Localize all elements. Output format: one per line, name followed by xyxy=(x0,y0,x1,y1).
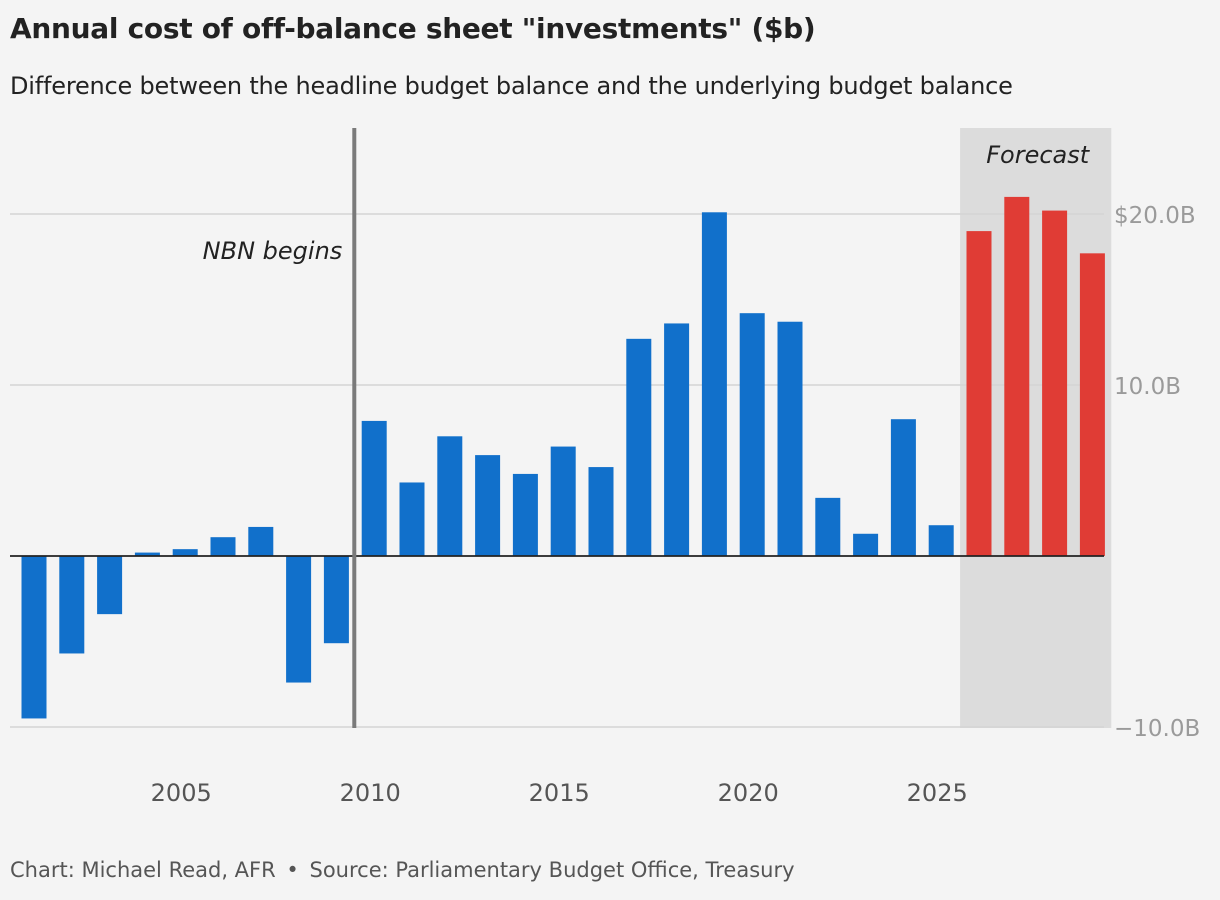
chart-credit: Chart: Michael Read, AFR xyxy=(10,858,276,882)
bar-2027 xyxy=(1004,196,1030,556)
bar-2023 xyxy=(853,533,879,556)
bars xyxy=(21,196,1105,719)
bar-2029 xyxy=(1079,253,1105,556)
bar-2004 xyxy=(134,552,160,556)
bar-2003 xyxy=(97,556,123,615)
bar-2009 xyxy=(323,556,349,644)
x-tick-label-2020: 2020 xyxy=(718,779,779,807)
bar-2002 xyxy=(59,556,85,654)
bar-2006 xyxy=(210,537,236,556)
bar-2016 xyxy=(588,467,614,556)
chart-subtitle: Difference between the headline budget b… xyxy=(10,72,1013,100)
gridlines xyxy=(10,213,1104,728)
y-tick-label-1: 10.0B xyxy=(1114,374,1181,400)
chart-footer: Chart: Michael Read, AFR • Source: Parli… xyxy=(10,858,795,882)
annotations: NBN begins Forecast xyxy=(203,128,1091,728)
x-tick-label-2010: 2010 xyxy=(340,779,401,807)
bar-2010 xyxy=(361,420,387,556)
bar-2028 xyxy=(1042,210,1068,556)
bar-2020 xyxy=(739,313,765,556)
footer-separator: • xyxy=(286,858,299,882)
x-tick-label-2015: 2015 xyxy=(529,779,590,807)
bar-2025 xyxy=(928,525,954,556)
chart-title: Annual cost of off-balance sheet "invest… xyxy=(10,12,816,45)
bar-2008 xyxy=(286,556,312,683)
x-tick-label-2025: 2025 xyxy=(907,779,968,807)
bar-2007 xyxy=(248,526,274,556)
bar-2024 xyxy=(890,419,916,556)
y-tick-label-2: −10.0B xyxy=(1114,716,1200,742)
bar-2017 xyxy=(626,338,652,556)
bar-2014 xyxy=(512,473,538,556)
bar-2001 xyxy=(21,556,47,719)
bar-2022 xyxy=(815,497,841,556)
bar-2012 xyxy=(437,436,463,556)
nbn-annotation-label: NBN begins xyxy=(203,237,343,265)
bar-2015 xyxy=(550,446,576,556)
bar-2021 xyxy=(777,321,803,556)
bar-2011 xyxy=(399,482,425,556)
bar-2019 xyxy=(701,212,727,557)
bar-2005 xyxy=(172,549,198,556)
bar-2013 xyxy=(475,455,501,556)
bar-2026 xyxy=(966,231,992,556)
bar-2018 xyxy=(664,323,690,556)
forecast-label: Forecast xyxy=(986,141,1091,169)
tick-labels: $20.0B 10.0B −10.0B 2005 2010 2015 2020 2025 xyxy=(151,203,1201,807)
x-tick-label-2005: 2005 xyxy=(151,779,212,807)
y-tick-label-0: $20.0B xyxy=(1114,203,1196,229)
chart-source: Source: Parliamentary Budget Office, Tre… xyxy=(309,858,795,882)
